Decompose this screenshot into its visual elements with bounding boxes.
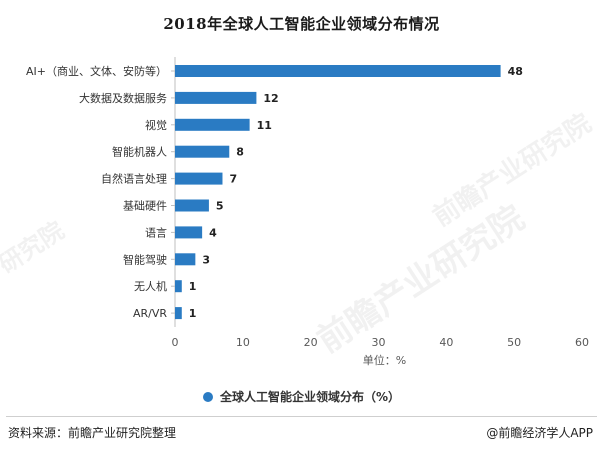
bar <box>175 145 230 158</box>
x-axis-title: 单位：% <box>363 353 406 367</box>
bar <box>175 307 182 320</box>
data-label: 7 <box>229 173 237 186</box>
bar <box>175 226 203 239</box>
data-label: 1 <box>189 307 197 320</box>
x-tick-label: 40 <box>439 336 453 349</box>
bar <box>175 118 250 131</box>
legend-label: 全球人工智能企业领域分布（%） <box>219 390 401 404</box>
data-label: 4 <box>209 226 217 239</box>
category-label: AI+（商业、文体、安防等） <box>26 64 167 78</box>
category-label: 智能机器人 <box>112 145 167 159</box>
bar <box>175 172 223 185</box>
source-note: 资料来源：前瞻产业研究院整理 <box>8 426 177 440</box>
data-label: 8 <box>236 146 244 159</box>
category-label: 视觉 <box>145 118 167 132</box>
brand-credit: @前瞻经济学人APP <box>486 426 593 440</box>
data-label: 11 <box>257 119 272 132</box>
data-label: 1 <box>189 280 197 293</box>
bar <box>175 280 182 293</box>
category-label: 智能驾驶 <box>123 252 167 266</box>
category-label: AR/VR <box>133 307 167 320</box>
category-label: 语言 <box>145 226 167 239</box>
footer-divider <box>6 416 597 417</box>
x-tick-label: 20 <box>304 336 318 349</box>
data-label: 12 <box>263 92 278 105</box>
bar <box>175 199 209 212</box>
data-label: 48 <box>508 65 523 78</box>
x-tick-label: 50 <box>507 336 521 349</box>
category-label: 基础硬件 <box>123 200 167 213</box>
category-label: 自然语言处理 <box>101 172 167 186</box>
chart-title: 2018年全球人工智能企业领域分布情况 <box>163 15 440 33</box>
x-tick-label: 0 <box>172 336 179 349</box>
x-tick-label: 10 <box>236 336 250 349</box>
legend: 全球人工智能企业领域分布（%） <box>0 388 603 405</box>
bar <box>175 253 196 266</box>
category-label: 无人机 <box>134 279 167 293</box>
bar <box>175 65 501 77</box>
x-tick-label: 30 <box>372 336 386 349</box>
category-label: 大数据及数据服务 <box>79 91 167 105</box>
data-label: 3 <box>202 253 210 266</box>
bar <box>175 91 257 104</box>
data-label: 5 <box>216 200 224 213</box>
x-tick-label: 60 <box>575 336 589 349</box>
legend-swatch <box>202 392 213 402</box>
